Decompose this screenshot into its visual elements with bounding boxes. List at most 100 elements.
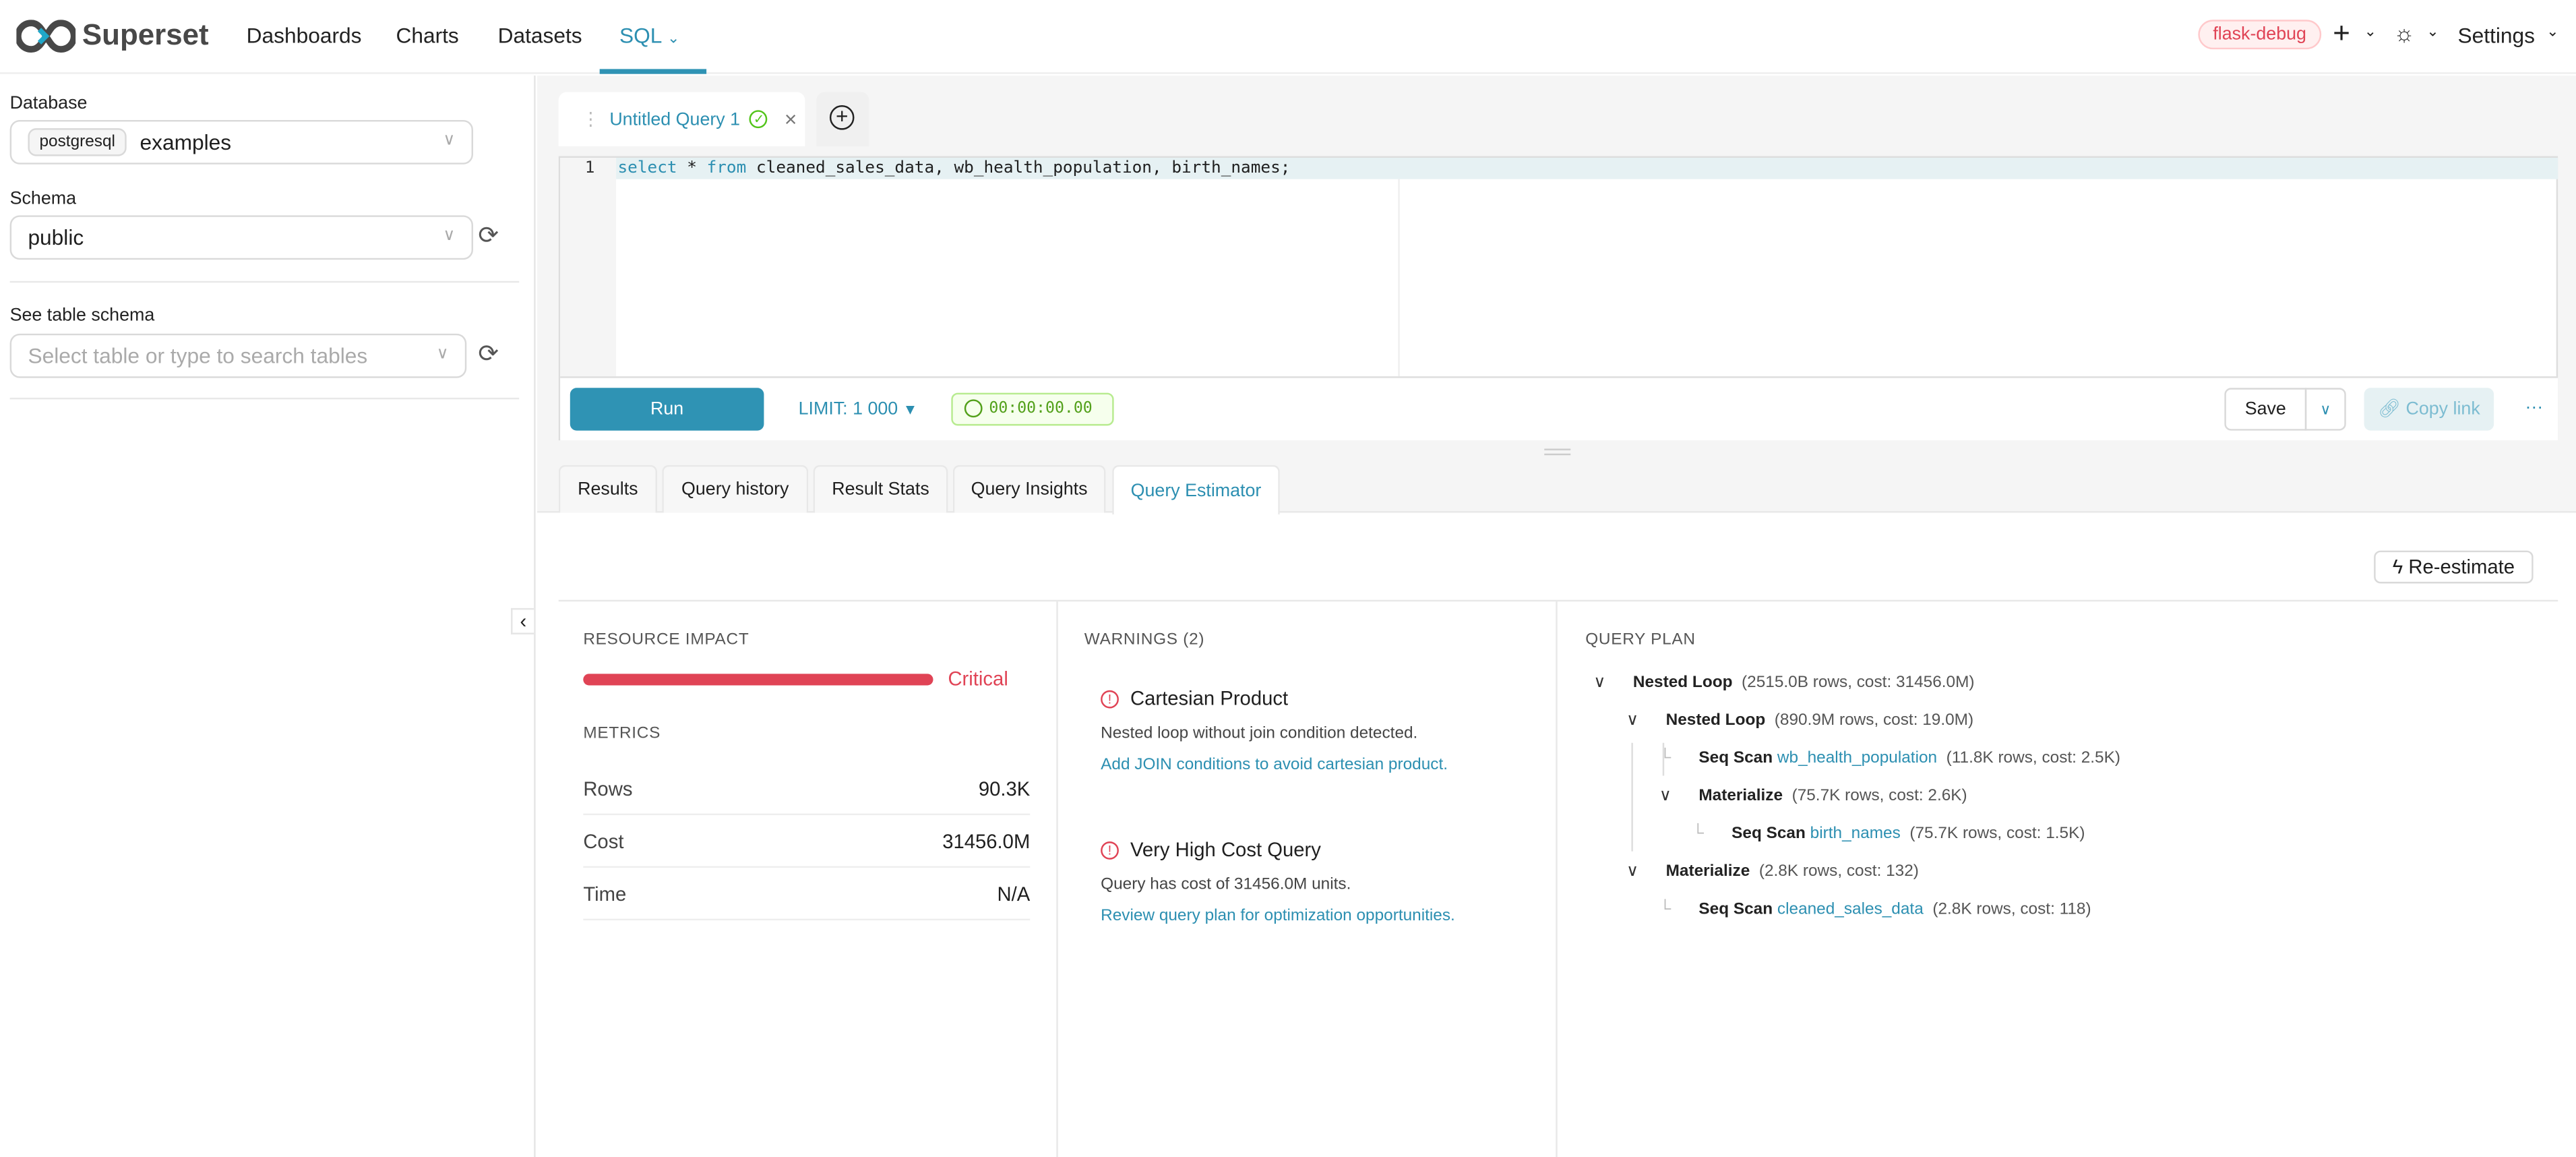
chevron-down-icon[interactable]: ⌄ (2546, 23, 2559, 40)
line-number: 1 (584, 159, 595, 178)
warning-item: ! Cartesian Product Nested loop without j… (1101, 687, 1448, 774)
expand-chevron-icon[interactable]: ∨ (1593, 674, 1606, 692)
plan-node-type: Nested Loop (1632, 674, 1733, 692)
plan-node[interactable]: ∨ Materialize (2.8K rows, cost: 132) (1626, 863, 1919, 881)
lightning-icon: ϟ (2392, 555, 2403, 578)
brand-name: Superset (82, 18, 209, 51)
plan-node[interactable]: └ Seq Scan cleaned_sales_data (2.8K rows,… (1659, 901, 2091, 919)
timer-value: 00:00:00.00 (989, 399, 1093, 418)
re-estimate-label: Re-estimate (2408, 555, 2515, 578)
plan-node-detail: (2515.0B rows, cost: 31456.0M) (1732, 674, 1975, 692)
settings-menu[interactable]: Settings (2457, 23, 2536, 48)
database-label: Database (9, 93, 88, 114)
nav-dashboards[interactable]: Dashboards (246, 23, 362, 48)
plan-node-detail: (75.7K rows, cost: 1.5K) (1900, 825, 2085, 843)
warning-suggestion-link[interactable]: Review query plan for optimization oppor… (1101, 907, 1455, 926)
expand-chevron-icon[interactable]: ∨ (1626, 711, 1638, 730)
tab-query-estimator[interactable]: Query Estimator (1112, 465, 1280, 514)
query-tab[interactable]: ⋮ Untitled Query 1 ✓ × (558, 92, 805, 146)
database-select[interactable]: postgresql examples ∨ (9, 119, 473, 165)
metrics-title: METRICS (583, 724, 661, 743)
plan-node-detail: (75.7K rows, cost: 2.6K) (1783, 787, 1967, 806)
chevron-down-icon: ∨ (443, 227, 456, 245)
plan-node[interactable]: └ Seq Scan birth_names (75.7K rows, cost:… (1692, 825, 2085, 843)
schema-label: Schema (9, 189, 77, 209)
more-options-button[interactable]: ··· (2525, 397, 2544, 418)
limit-value: 1 000 (853, 399, 898, 419)
copy-link-label: Copy link (2405, 399, 2480, 419)
superset-logo[interactable]: Superset (16, 18, 209, 53)
resize-handle[interactable] (1544, 448, 1571, 456)
refresh-tables-icon[interactable]: ⟳ (478, 340, 499, 368)
divider (9, 397, 520, 400)
plan-node-type: Materialize (1698, 787, 1783, 806)
nav-sql[interactable]: SQL ⌄ (619, 23, 679, 48)
plan-node-type: Seq Scan (1698, 900, 1773, 919)
nav-charts[interactable]: Charts (396, 23, 459, 48)
editor-gutter (560, 158, 617, 377)
plan-node-table[interactable]: cleaned_sales_data (1773, 900, 1924, 919)
plan-node-table[interactable]: wb_health_population (1773, 749, 1938, 768)
collapse-sidebar-icon[interactable]: ‹ (511, 607, 534, 634)
plus-circle-icon: + (829, 105, 855, 130)
divider (537, 511, 2576, 513)
re-estimate-button[interactable]: ϟ Re-estimate (2374, 550, 2534, 584)
chevron-down-icon[interactable]: ⌄ (2364, 23, 2376, 40)
metric-row: Cost 31456.0M (583, 815, 1031, 868)
schema-select[interactable]: public ∨ (9, 215, 473, 260)
chevron-down-icon: ⌄ (667, 29, 680, 47)
plan-node[interactable]: ∨ Nested Loop (2515.0B rows, cost: 31456.… (1593, 674, 1974, 692)
database-engine-tag: postgresql (28, 128, 127, 156)
nav-datasets[interactable]: Datasets (497, 23, 582, 48)
sql-editor[interactable]: 1 select * from cleaned_sales_data, wb_h… (558, 156, 2558, 441)
sql-code[interactable]: select * from cleaned_sales_data, wb_hea… (618, 159, 1291, 177)
plan-node-detail: (11.8K rows, cost: 2.5K) (1937, 749, 2120, 768)
warnings-title: WARNINGS (2) (1084, 631, 1205, 649)
impact-bar-fill (583, 674, 933, 686)
drag-handle-icon: ⋮ (581, 110, 600, 130)
warning-suggestion-link[interactable]: Add JOIN conditions to avoid cartesian p… (1101, 756, 1448, 775)
expand-chevron-icon[interactable]: ∨ (1659, 787, 1672, 806)
top-navbar: Superset Dashboards Charts Datasets SQL … (0, 0, 2576, 74)
plus-icon[interactable]: + (2333, 16, 2350, 50)
caret-down-icon: ▼ (902, 400, 918, 418)
close-tab-icon[interactable]: × (784, 107, 797, 131)
tree-branch-icon: └ (1659, 749, 1672, 768)
tree-branch-icon: └ (1659, 900, 1672, 919)
alert-circle-icon: ! (1101, 840, 1119, 859)
plan-node-table[interactable]: birth_names (1805, 825, 1901, 843)
warning-description: Query has cost of 31456.0M units. (1101, 876, 1351, 894)
save-button[interactable]: Save (2224, 388, 2307, 431)
plan-node[interactable]: └ Seq Scan wb_health_population (11.8K ro… (1659, 750, 2120, 768)
resource-impact-title: RESOURCE IMPACT (583, 631, 749, 649)
plan-node-type: Seq Scan (1731, 825, 1806, 843)
sql-text: select * from cleaned_sales_data, wb_hea… (618, 159, 1291, 177)
tab-query-history[interactable]: Query history (662, 465, 809, 513)
logo-icon (16, 19, 76, 52)
plan-node[interactable]: ∨ Nested Loop (890.9M rows, cost: 19.0M) (1626, 711, 1973, 730)
table-select[interactable]: Select table or type to search tables ∨ (9, 333, 467, 378)
tab-result-stats[interactable]: Result Stats (813, 465, 948, 513)
metric-label: Cost (583, 829, 624, 852)
env-badge: flask-debug (2198, 20, 2321, 50)
limit-dropdown[interactable]: LIMIT: 1 000 ▼ (799, 399, 918, 419)
tab-query-insights[interactable]: Query Insights (952, 465, 1106, 513)
plan-node-type: Nested Loop (1665, 711, 1766, 730)
plan-node-detail: (890.9M rows, cost: 19.0M) (1765, 711, 1974, 730)
refresh-schema-icon[interactable]: ⟳ (478, 222, 499, 250)
save-dropdown-chevron-icon[interactable]: ∨ (2304, 388, 2346, 431)
chevron-down-icon[interactable]: ⌄ (2426, 23, 2439, 40)
warning-description: Nested loop without join condition detec… (1101, 724, 1418, 743)
alert-circle-icon: ! (1101, 689, 1119, 708)
expand-chevron-icon[interactable]: ∨ (1626, 862, 1638, 881)
new-tab-button[interactable]: + (816, 92, 869, 146)
plan-node[interactable]: ∨ Materialize (75.7K rows, cost: 2.6K) (1659, 788, 1967, 806)
metric-row: Time N/A (583, 868, 1031, 920)
theme-sun-icon[interactable]: ☼ (2393, 20, 2415, 47)
run-button[interactable]: Run (570, 388, 764, 431)
tab-results[interactable]: Results (558, 465, 657, 513)
warning-item: ! Very High Cost Query Query has cost of … (1101, 838, 1455, 925)
sql-keyword: select (617, 159, 677, 178)
limit-label: LIMIT: (798, 399, 848, 419)
copy-link-button[interactable]: 🔗︎ Copy link (2364, 388, 2494, 431)
